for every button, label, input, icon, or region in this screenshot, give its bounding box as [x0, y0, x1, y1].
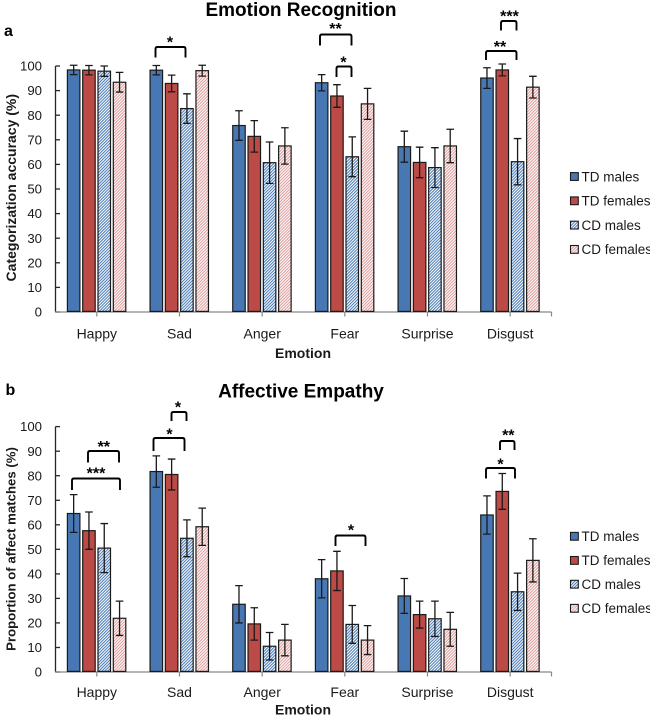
svg-text:90: 90 [27, 83, 42, 98]
svg-text:Emotion: Emotion [275, 702, 331, 718]
svg-text:20: 20 [27, 255, 42, 270]
svg-text:Anger: Anger [244, 684, 282, 700]
svg-text:100: 100 [20, 419, 42, 434]
svg-text:0: 0 [35, 665, 42, 680]
svg-text:*: * [166, 427, 173, 444]
svg-text:**: ** [494, 39, 507, 56]
svg-text:Happy: Happy [77, 326, 117, 342]
svg-text:80: 80 [27, 108, 42, 123]
svg-text:50: 50 [27, 182, 42, 197]
svg-text:***: *** [500, 9, 519, 26]
svg-text:*: * [167, 35, 174, 52]
svg-text:Emotion Recognition: Emotion Recognition [205, 0, 396, 21]
svg-text:80: 80 [27, 468, 42, 483]
svg-text:TD females: TD females [582, 553, 650, 568]
svg-text:20: 20 [27, 616, 42, 631]
svg-text:CD males: CD males [582, 218, 642, 233]
svg-text:*: * [175, 400, 182, 417]
svg-text:10: 10 [27, 280, 42, 295]
svg-text:**: ** [502, 428, 515, 445]
svg-text:100: 100 [20, 59, 42, 74]
svg-text:10: 10 [27, 640, 42, 655]
svg-text:a: a [4, 23, 13, 40]
svg-text:CD females: CD females [582, 242, 650, 257]
svg-text:70: 70 [27, 493, 42, 508]
svg-text:Anger: Anger [244, 326, 282, 342]
svg-text:0: 0 [35, 305, 42, 320]
svg-text:Proportion of affect matches (: Proportion of affect matches (%) [4, 447, 19, 651]
svg-text:Sad: Sad [167, 684, 192, 700]
svg-text:30: 30 [27, 231, 42, 246]
svg-text:60: 60 [27, 157, 42, 172]
svg-text:**: ** [329, 21, 342, 38]
svg-text:Categorization accuracy (%): Categorization accuracy (%) [3, 94, 19, 282]
svg-text:Affective Empathy: Affective Empathy [218, 382, 384, 403]
svg-text:Surprise: Surprise [401, 326, 453, 342]
svg-text:40: 40 [27, 567, 42, 582]
svg-text:50: 50 [27, 542, 42, 557]
svg-text:Surprise: Surprise [401, 684, 453, 700]
svg-text:Fear: Fear [330, 326, 359, 342]
svg-text:Fear: Fear [330, 684, 359, 700]
svg-text:***: *** [87, 465, 106, 482]
svg-text:CD males: CD males [582, 577, 642, 592]
svg-text:60: 60 [27, 517, 42, 532]
svg-text:*: * [348, 522, 355, 539]
svg-text:TD females: TD females [582, 194, 650, 209]
svg-text:Sad: Sad [167, 326, 192, 342]
svg-text:Disgust: Disgust [487, 326, 534, 342]
svg-text:b: b [6, 382, 16, 399]
svg-text:30: 30 [27, 591, 42, 606]
svg-text:*: * [340, 55, 347, 72]
svg-text:40: 40 [27, 206, 42, 221]
svg-text:90: 90 [27, 444, 42, 459]
svg-text:70: 70 [27, 132, 42, 147]
svg-text:**: ** [98, 439, 111, 456]
svg-text:Disgust: Disgust [487, 684, 534, 700]
svg-text:*: * [497, 457, 504, 474]
svg-text:CD females: CD females [582, 601, 650, 616]
svg-text:TD males: TD males [582, 169, 640, 184]
svg-text:TD males: TD males [582, 529, 640, 544]
svg-text:Happy: Happy [77, 684, 117, 700]
svg-text:Emotion: Emotion [275, 345, 331, 361]
